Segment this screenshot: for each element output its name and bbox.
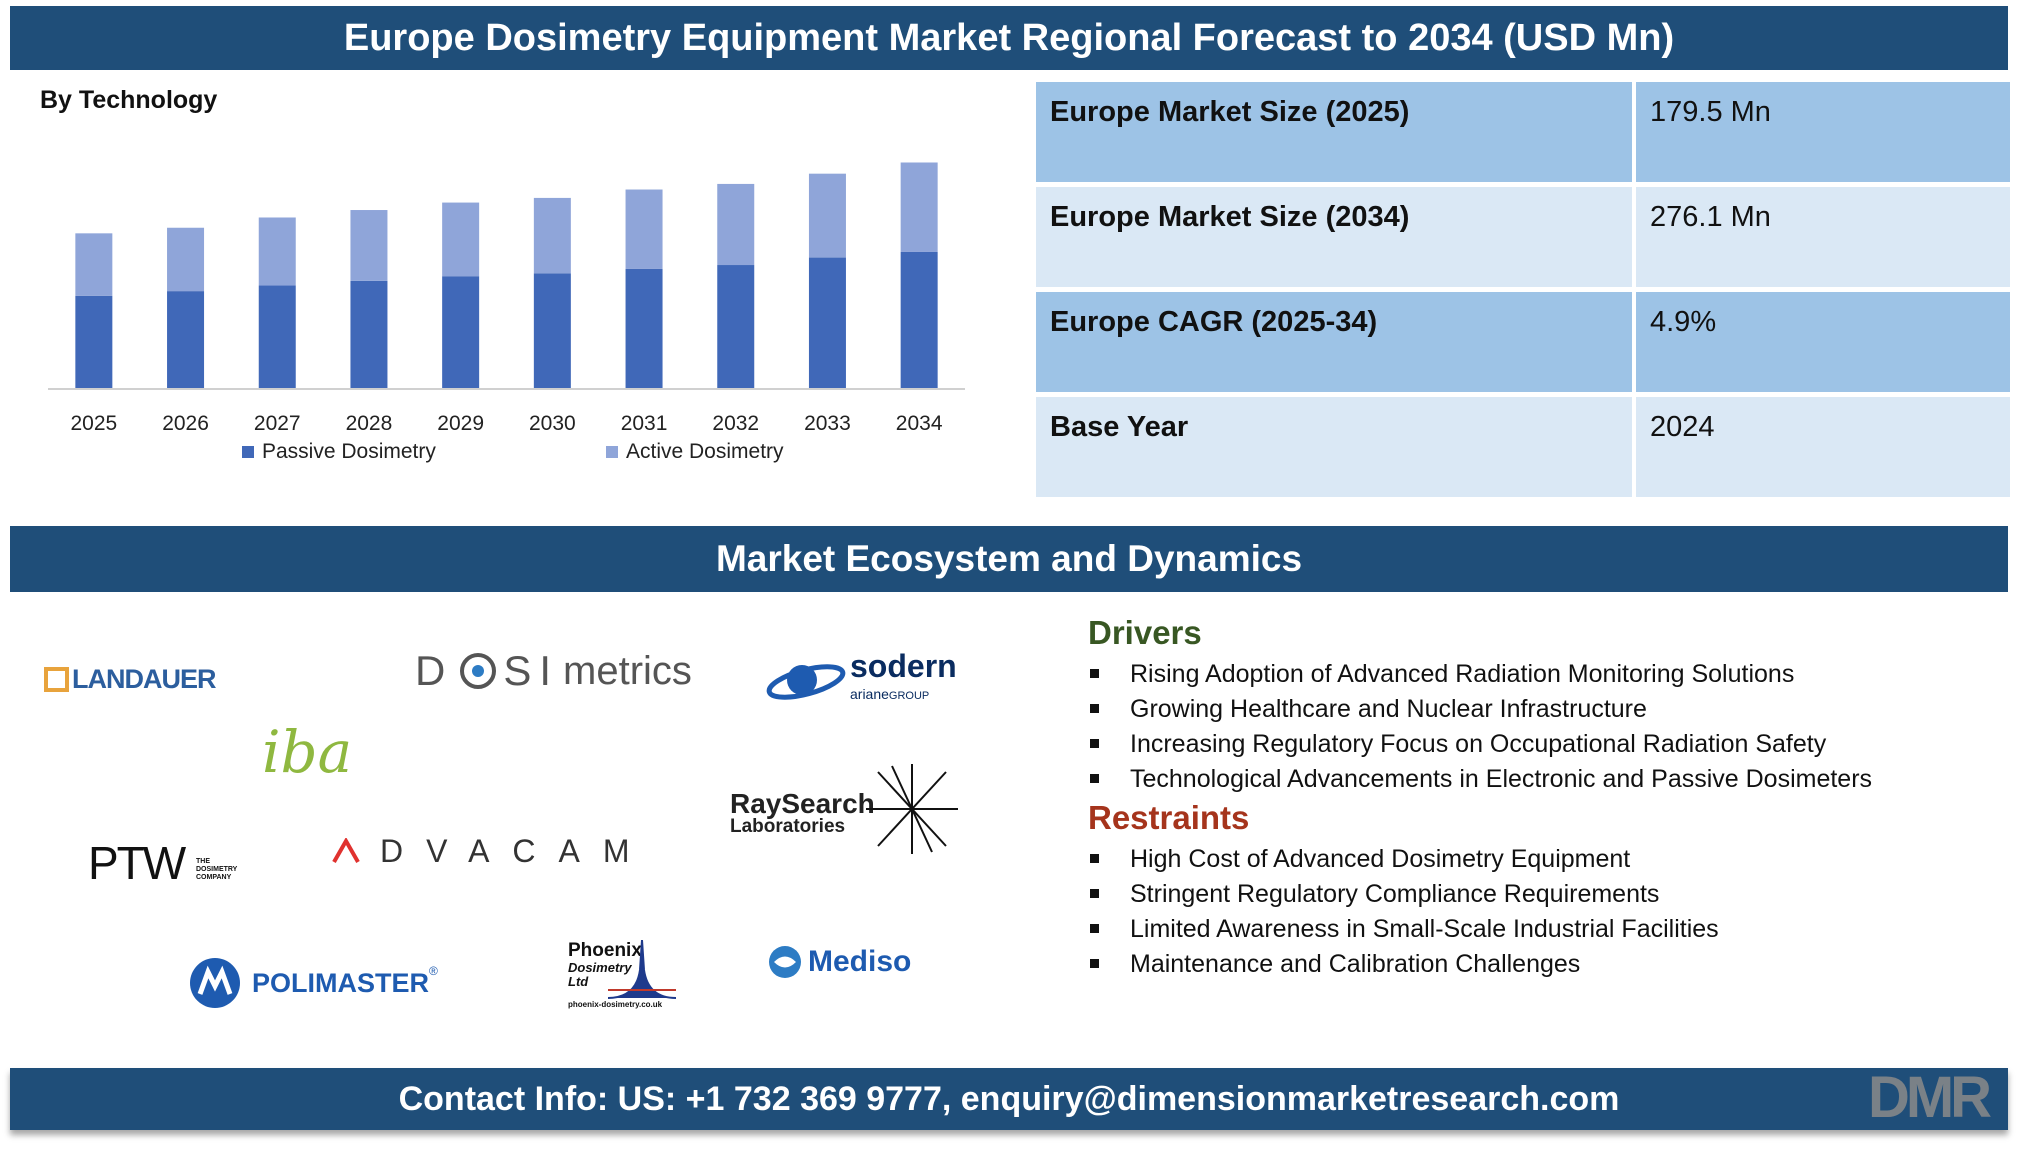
x-tick-label: 2033 — [804, 412, 851, 435]
ecosystem-banner: Market Ecosystem and Dynamics — [10, 526, 2008, 592]
kpi-value: 276.1 Mn — [1636, 187, 2010, 287]
list-item: Stringent Regulatory Compliance Requirem… — [1090, 877, 1719, 912]
list-item: Increasing Regulatory Focus on Occupatio… — [1090, 727, 1872, 762]
chart-legend: Passive Dosimetry Active Dosimetry — [242, 440, 784, 463]
x-tick-label: 2029 — [437, 412, 484, 435]
advacam-triangle-icon — [332, 838, 360, 863]
bullet-icon — [1090, 923, 1099, 933]
bar-passive-2026 — [167, 291, 205, 389]
chart-section-label: By Technology — [40, 86, 218, 114]
page-title: Europe Dosimetry Equipment Market Region… — [343, 17, 1675, 59]
kpi-row-base-year: Base Year 2024 — [1036, 397, 2010, 497]
bar-active-2030 — [533, 197, 571, 274]
list-item: Growing Healthcare and Nuclear Infrastru… — [1090, 692, 1872, 727]
phoenix-peak-icon — [607, 940, 677, 999]
mediso-logo: Mediso — [766, 942, 911, 982]
x-tick-label: 2030 — [529, 412, 576, 435]
kpi-label: Europe CAGR (2025-34) — [1036, 292, 1632, 392]
bar-passive-2029 — [442, 276, 480, 389]
ptw-tagline: THE DOSIMETRY COMPANY — [196, 858, 238, 881]
x-tick-label: 2034 — [896, 412, 943, 435]
technology-bar-chart: 2025 2026 2027 2028 2029 2030 2031 2032 2033 2034… — [48, 162, 965, 463]
bullet-icon — [1090, 703, 1099, 713]
bar-active-2028 — [350, 210, 388, 281]
legend-label: Passive Dosimetry — [262, 440, 436, 463]
kpi-value: 179.5 Mn — [1636, 82, 2010, 182]
sodern-subtitle: arianeGROUP — [850, 686, 930, 702]
landauer-logo: LANDAUER — [44, 662, 216, 696]
bar-active-2027 — [258, 217, 296, 286]
bar-passive-2033 — [808, 257, 846, 389]
bullet-icon — [1090, 773, 1099, 783]
kpi-row-market-size-2034: Europe Market Size (2034) 276.1 Mn — [1036, 187, 2010, 287]
bar-active-2034 — [900, 162, 938, 252]
bar-passive-2031 — [625, 268, 663, 389]
bar-passive-2028 — [350, 280, 388, 389]
kpi-table: Europe Market Size (2025) 179.5 Mn Europ… — [1036, 82, 2010, 502]
bullet-icon — [1090, 853, 1099, 863]
drivers-list: Rising Adoption of Advanced Radiation Mo… — [1090, 657, 1872, 797]
kpi-label: Europe Market Size (2025) — [1036, 82, 1632, 182]
x-tick-label: 2026 — [162, 412, 209, 435]
mediso-swirl-icon — [769, 946, 801, 978]
kpi-label: Base Year — [1036, 397, 1632, 497]
bar-passive-2032 — [717, 265, 755, 389]
bullet-icon — [1090, 738, 1099, 748]
dmr-logo: DMR — [1867, 1065, 1992, 1130]
x-tick-labels: 2025 2026 2027 2028 2029 2030 2031 2032 2033 2034 — [70, 412, 942, 435]
legend-swatch — [242, 446, 254, 458]
x-tick-label: 2028 — [346, 412, 393, 435]
x-tick-label: 2027 — [254, 412, 301, 435]
bullet-icon — [1090, 888, 1099, 898]
bar-active-2025 — [75, 233, 113, 296]
bar-passive-2027 — [258, 285, 296, 389]
polimaster-emblem-icon — [190, 958, 240, 1008]
bar-passive-2030 — [533, 273, 571, 389]
legend-swatch — [606, 446, 618, 458]
sodern-swirl-icon — [766, 664, 846, 700]
restraints-heading: Restraints — [1088, 799, 1250, 836]
contact-banner: Contact Info: US: +1 732 369 9777, enqui… — [10, 1068, 2008, 1130]
bullet-icon — [1090, 668, 1099, 678]
chart-bars — [75, 162, 938, 389]
bar-active-2031 — [625, 189, 663, 269]
x-tick-label: 2032 — [712, 412, 759, 435]
list-item: Maintenance and Calibration Challenges — [1090, 947, 1719, 982]
kpi-row-cagr: Europe CAGR (2025-34) 4.9% — [1036, 292, 2010, 392]
dosimetrics-logo: D SI metrics — [415, 647, 692, 694]
ecosystem-title: Market Ecosystem and Dynamics — [715, 538, 1303, 579]
bar-active-2032 — [717, 183, 755, 266]
kpi-value: 2024 — [1636, 397, 2010, 497]
list-item: High Cost of Advanced Dosimetry Equipmen… — [1090, 842, 1719, 877]
dosimetrics-eye-icon — [460, 653, 497, 689]
list-item: Rising Adoption of Advanced Radiation Mo… — [1090, 657, 1872, 692]
kpi-row-market-size-2025: Europe Market Size (2025) 179.5 Mn — [1036, 82, 2010, 182]
raysearch-star-icon — [866, 764, 958, 854]
bullet-icon — [1090, 958, 1099, 968]
drivers-heading: Drivers — [1088, 614, 1202, 651]
kpi-value: 4.9% — [1636, 292, 2010, 392]
advacam-logo: DVACAM — [332, 833, 653, 869]
bar-active-2033 — [808, 173, 846, 258]
list-item: Technological Advancements in Electronic… — [1090, 762, 1872, 797]
bar-active-2029 — [442, 202, 480, 277]
bar-passive-2034 — [900, 251, 938, 389]
restraints-list: High Cost of Advanced Dosimetry Equipmen… — [1090, 842, 1719, 982]
iba-logo: iba — [262, 718, 353, 786]
kpi-label: Europe Market Size (2034) — [1036, 187, 1632, 287]
landauer-icon — [44, 666, 69, 692]
x-tick-label: 2031 — [621, 412, 668, 435]
title-banner: Europe Dosimetry Equipment Market Region… — [10, 6, 2008, 70]
x-tick-label: 2025 — [70, 412, 117, 435]
list-item: Limited Awareness in Small-Scale Industr… — [1090, 912, 1719, 947]
polimaster-logo: POLIMASTER ® — [188, 956, 438, 1010]
bar-passive-2025 — [75, 295, 113, 389]
contact-info: Contact Info: US: +1 732 369 9777, enqui… — [398, 1080, 1620, 1118]
bar-active-2026 — [167, 227, 205, 292]
phoenix-dosimetry-logo: Phoenix Dosimetry Ltd phoenix-dosimetry.… — [568, 940, 688, 1012]
legend-label: Active Dosimetry — [626, 440, 784, 463]
